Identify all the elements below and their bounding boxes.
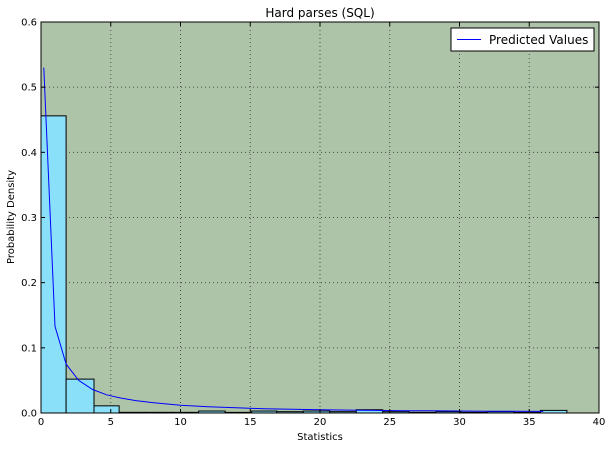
histogram-bar [93,405,120,414]
axis-ticks: 0 5 10 15 20 25 30 35 40 0.0 0.1 0.2 0.3 0.4 0.5 0.6 [21,18,605,429]
histogram-bars [40,115,568,414]
legend: Predicted Values [450,27,595,52]
x-tick-label: 0 [38,417,44,428]
histogram-bar [65,378,95,414]
x-tick-label: 25 [383,417,396,428]
x-tick-label: 30 [453,417,466,428]
histogram-bar [40,115,67,414]
y-tick-label: 0.0 [21,409,37,420]
x-tick-label: 10 [174,417,187,428]
predicted-values-line [43,67,544,412]
x-tick-label: 15 [244,417,257,428]
x-tick-label: 5 [108,417,114,428]
y-tick-label: 0.5 [21,83,37,94]
x-tick-label: 40 [593,417,606,428]
legend-label: Predicted Values [489,33,588,47]
y-axis-label: Probability Density [6,170,17,264]
y-tick-label: 0.4 [21,148,37,159]
y-tick-label: 0.6 [21,18,37,29]
y-tick-label: 0.3 [21,213,37,224]
x-tick-label: 35 [523,417,536,428]
y-tick-label: 0.2 [21,278,37,289]
x-axis-label: Statistics [297,432,343,443]
chart-title: Hard parses (SQL) [265,6,374,20]
y-tick-label: 0.1 [21,343,37,354]
legend-box [450,27,595,52]
x-tick-label: 20 [314,417,327,428]
grid [41,22,599,413]
